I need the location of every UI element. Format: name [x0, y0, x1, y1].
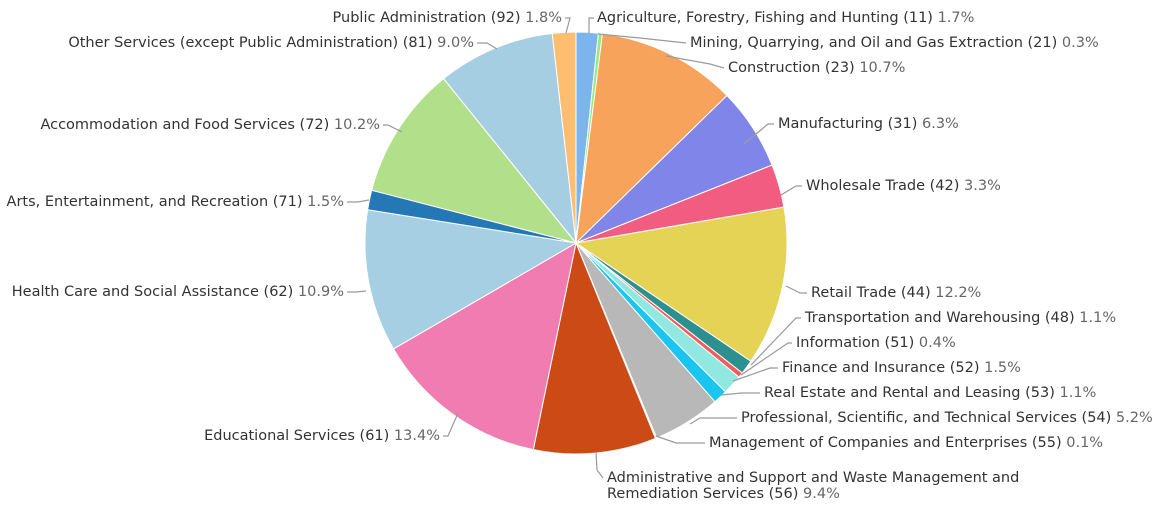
slice-label-percent: 10.2%	[334, 117, 380, 133]
slice-label-percent: 10.9%	[298, 284, 344, 300]
leader-line	[347, 290, 367, 293]
leader-line	[750, 317, 801, 366]
slice-label-name: Construction (23)	[728, 60, 859, 76]
slice-label-name: Finance and Insurance (52)	[782, 360, 984, 376]
slice-label: Information (51) 0.4%	[796, 335, 956, 351]
leader-line	[383, 124, 403, 133]
slice-label: Other Services (except Public Administra…	[68, 35, 474, 51]
slice-label: Wholesale Trade (42) 3.3%	[806, 178, 1001, 194]
slice-label-name: Retail Trade (44)	[811, 285, 935, 301]
leader-line	[477, 42, 498, 50]
slice-label-name: Mining, Quarrying, and Oil and Gas Extra…	[690, 35, 1062, 51]
leader-line	[732, 367, 778, 382]
slice-label: Manufacturing (31) 6.3%	[778, 116, 959, 132]
leader-line	[785, 285, 807, 294]
slice-label-name: Accommodation and Food Services (72)	[40, 117, 333, 133]
leader-line	[347, 199, 370, 203]
slice-label: Health Care and Social Assistance (62) 1…	[12, 284, 344, 300]
slice-label-name: Real Estate and Rental and Leasing (53)	[764, 385, 1059, 401]
slice-label-percent: 13.4%	[394, 428, 440, 444]
slice-label-percent: 9.4%	[803, 486, 840, 502]
slice-label: Accommodation and Food Services (72) 10.…	[40, 117, 380, 133]
pie-slices	[364, 31, 788, 455]
leader-line	[443, 412, 459, 437]
slice-label: Retail Trade (44) 12.2%	[811, 285, 981, 301]
slice-label-name: Remediation Services (56)	[607, 486, 803, 502]
slice-label-name: Health Care and Social Assistance (62)	[12, 284, 298, 300]
slice-label-name: Professional, Scientific, and Technical …	[741, 410, 1116, 426]
pie-slice	[392, 242, 577, 451]
leader-line	[565, 17, 571, 34]
slice-label-percent: 5.2%	[1116, 410, 1153, 426]
slice-label: Agriculture, Forestry, Fishing and Hunti…	[597, 10, 974, 26]
slice-label: Professional, Scientific, and Technical …	[741, 410, 1153, 426]
slice-label-percent: 1.1%	[1059, 385, 1096, 401]
slice-label-name: Administrative and Support and Waste Man…	[607, 470, 1019, 486]
leader-line	[743, 123, 774, 145]
slice-label: Arts, Entertainment, and Recreation (71)…	[7, 194, 344, 210]
leader-line	[655, 435, 705, 444]
pie-slice	[574, 206, 788, 362]
slice-label-percent: 1.1%	[1079, 310, 1116, 326]
pie-slice	[551, 31, 577, 244]
slice-label-percent: 3.3%	[964, 178, 1001, 194]
slice-label: Public Administration (92) 1.8%	[333, 10, 562, 26]
leader-line	[780, 185, 802, 196]
leader-lines	[347, 17, 807, 479]
slice-label: Educational Services (61) 13.4%	[204, 428, 440, 444]
slice-label-name: Management of Companies and Enterprises …	[709, 435, 1066, 451]
slice-label: Real Estate and Rental and Leasing (53) …	[764, 385, 1096, 401]
slice-label-name: Agriculture, Forestry, Fishing and Hunti…	[597, 10, 938, 26]
leader-line	[597, 33, 687, 44]
leader-line	[588, 17, 594, 33]
slice-label-percent: 9.0%	[437, 35, 474, 51]
leader-line	[720, 392, 760, 396]
slice-label-percent: 0.4%	[919, 335, 956, 351]
leader-line	[595, 451, 604, 479]
slice-label: Finance and Insurance (52) 1.5%	[782, 360, 1021, 376]
slice-label: Administrative and Support and Waste Man…	[607, 470, 1019, 502]
slice-label-name: Other Services (except Public Administra…	[68, 35, 437, 51]
slice-label: Construction (23) 10.7%	[728, 60, 905, 76]
slice-label-percent: 0.1%	[1066, 435, 1103, 451]
slice-label: Mining, Quarrying, and Oil and Gas Extra…	[690, 35, 1099, 51]
slice-label-percent: 0.3%	[1062, 35, 1099, 51]
slice-label-percent: 12.2%	[935, 285, 981, 301]
pie-slice	[371, 77, 578, 244]
slice-label-name: Arts, Entertainment, and Recreation (71)	[7, 194, 308, 210]
slice-labels: Agriculture, Forestry, Fishing and Hunti…	[7, 10, 1153, 502]
slice-label-name: Wholesale Trade (42)	[806, 178, 964, 194]
slice-label-name: Manufacturing (31)	[778, 116, 922, 132]
slice-label-percent: 1.5%	[984, 360, 1021, 376]
slice-label-percent: 6.3%	[922, 116, 959, 132]
pie-slice	[532, 241, 657, 455]
slice-label-percent: 10.7%	[859, 60, 905, 76]
slice-label-name: Transportation and Warehousing (48)	[804, 310, 1079, 326]
pie-slice	[364, 209, 578, 350]
slice-label-percent: 1.7%	[938, 10, 975, 26]
slice-label: Transportation and Warehousing (48) 1.1%	[804, 310, 1116, 326]
leader-line	[689, 417, 737, 425]
slice-label-name: Educational Services (61)	[204, 428, 394, 444]
slice-label: Management of Companies and Enterprises …	[709, 435, 1103, 451]
leader-line	[740, 342, 792, 376]
slice-label-percent: 1.5%	[307, 194, 344, 210]
slice-label-percent: 1.8%	[525, 10, 562, 26]
leader-line	[665, 55, 725, 69]
slice-label-name: Public Administration (92)	[333, 10, 526, 26]
slice-label-name: Information (51)	[796, 335, 919, 351]
